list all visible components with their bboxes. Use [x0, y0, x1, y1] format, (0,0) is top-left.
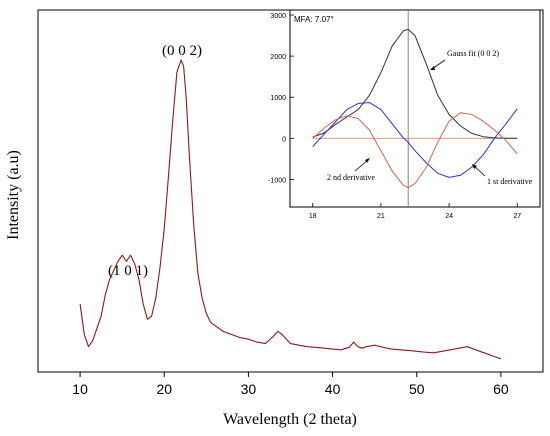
inset-x-ticks: 18 21 24 27 [309, 203, 521, 220]
inset-y-tick-label: 1000 [270, 95, 286, 102]
inset-series-line [312, 112, 518, 189]
inset-x-tick-label: 24 [445, 213, 453, 220]
main-x-tick-label: 40 [325, 381, 341, 397]
main-ylabel: Intensity (a.u) [5, 150, 22, 240]
main-x-tick-label: 60 [493, 381, 509, 397]
main-x-tick-label: 50 [409, 381, 425, 397]
inset-x-tick-label: 21 [377, 213, 385, 220]
inset-y-tick-label: -1000 [268, 177, 286, 184]
inset-title: MFA: 7.07° [294, 15, 334, 24]
main-x-tick-label: 20 [156, 381, 172, 397]
peak-label-002: (0 0 2) [162, 43, 202, 59]
main-series-group [79, 59, 502, 360]
first-derivative-arrowhead [472, 164, 477, 169]
inset-x-tick-label: 27 [513, 213, 521, 220]
inset-series-group [312, 10, 518, 207]
inset-plot-frame [289, 9, 541, 208]
inset-y-ticks: -1000 0 1000 2000 3000 [268, 13, 294, 184]
main-xlabel: Wavelength (2 theta) [223, 411, 357, 428]
peak-label-101: (1 0 1) [108, 263, 148, 279]
inset-chart: MFA: 7.07° -1000 0 1000 2000 3000 18 21 24 27 G… [268, 9, 541, 220]
second-derivative-arrowhead [365, 158, 370, 163]
first-derivative-arrow [473, 165, 486, 177]
main-x-tick-label: 10 [72, 381, 88, 397]
second-derivative-arrow [354, 159, 369, 172]
main-x-ticks: 10 20 30 40 50 60 [72, 372, 509, 397]
inset-series-line [312, 102, 518, 178]
inset-y-tick-label: 3000 [270, 13, 286, 20]
inset-y-tick-label: 2000 [270, 54, 286, 61]
main-series-line [79, 59, 502, 360]
inset-y-tick-label: 0 [282, 136, 286, 143]
main-x-tick-label: 30 [241, 381, 257, 397]
gauss-label: Gauss fit (0 0 2) [447, 49, 499, 58]
second-derivative-label: 2 nd derivative [327, 173, 375, 182]
first-derivative-label: 1 st derivative [487, 177, 533, 186]
gauss-arrowhead [430, 66, 435, 70]
inset-x-tick-label: 18 [309, 213, 317, 220]
